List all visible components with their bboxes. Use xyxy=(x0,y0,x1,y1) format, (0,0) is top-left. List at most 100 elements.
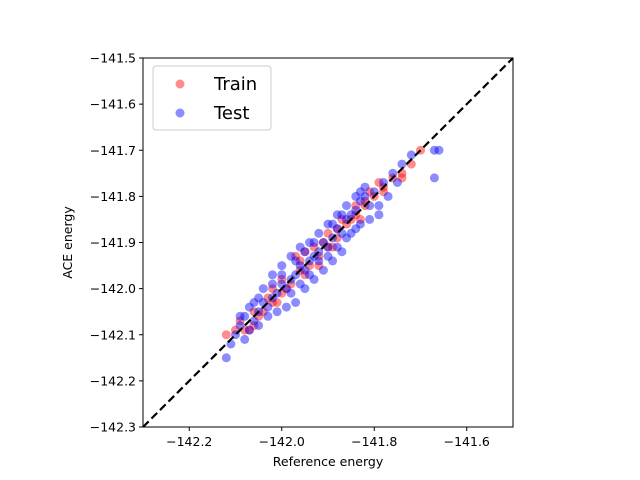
point-train-2 xyxy=(240,325,250,335)
point-test-82 xyxy=(323,219,333,229)
point-train-43 xyxy=(244,325,254,335)
point-test-38 xyxy=(434,145,444,155)
point-test-52 xyxy=(235,311,245,321)
y-tick-label-4: −141.9 xyxy=(90,235,136,250)
point-train-49 xyxy=(268,284,277,294)
y-tick-label-8: −141.5 xyxy=(90,51,136,66)
point-train-4 xyxy=(258,307,268,317)
point-train-0 xyxy=(221,330,231,340)
point-test-77 xyxy=(277,261,287,271)
point-test-71 xyxy=(332,242,342,252)
point-test-73 xyxy=(351,224,361,234)
point-test-0 xyxy=(221,353,231,363)
point-test-50 xyxy=(254,293,264,303)
point-test-46 xyxy=(300,247,310,257)
point-test-75 xyxy=(258,284,268,294)
point-test-80 xyxy=(305,238,314,247)
y-axis-ticks: −142.3 −142.2 −142.1 −142.0 −141.9 −141.8 −141… xyxy=(90,51,143,435)
point-test-48 xyxy=(277,270,287,280)
point-test-3 xyxy=(240,311,250,321)
x-axis-label: Reference energy xyxy=(273,454,384,469)
y-tick-label-1: −142.2 xyxy=(90,373,136,388)
point-test-37 xyxy=(429,145,439,155)
point-test-53 xyxy=(281,302,291,312)
point-test-42 xyxy=(355,187,365,197)
point-test-43 xyxy=(337,210,347,220)
point-test-45 xyxy=(309,238,319,247)
point-train-38 xyxy=(365,187,375,197)
point-train-3 xyxy=(249,321,259,330)
point-test-49 xyxy=(268,279,277,289)
point-test-83 xyxy=(332,210,342,220)
point-test-16 xyxy=(300,265,310,275)
point-train-33 xyxy=(235,316,245,326)
legend: Train Test xyxy=(152,65,272,131)
y-tick-label-7: −141.6 xyxy=(90,97,136,112)
point-train-42 xyxy=(272,298,282,307)
point-test-85 xyxy=(351,191,361,201)
point-test-36 xyxy=(406,150,416,160)
point-train-44 xyxy=(295,256,305,266)
point-test-33 xyxy=(388,168,398,178)
x-tick-label-0: −142.2 xyxy=(166,434,212,449)
y-tick-label-2: −142.1 xyxy=(90,327,136,342)
point-test-64 xyxy=(263,311,273,321)
point-test-39 xyxy=(429,173,439,183)
point-train-22 xyxy=(397,173,407,183)
point-test-35 xyxy=(397,159,407,169)
point-test-89 xyxy=(254,321,264,330)
point-test-51 xyxy=(244,302,254,312)
point-test-70 xyxy=(323,251,333,261)
point-test-61 xyxy=(355,219,365,229)
point-test-74 xyxy=(249,298,259,307)
legend-label-test: Test xyxy=(213,103,249,124)
point-test-2 xyxy=(235,321,245,330)
point-test-69 xyxy=(314,256,324,266)
point-train-37 xyxy=(337,214,347,224)
point-test-26 xyxy=(346,210,356,220)
point-test-65 xyxy=(272,307,282,317)
point-test-60 xyxy=(346,228,356,238)
point-test-34 xyxy=(392,178,402,187)
point-test-62 xyxy=(365,214,375,224)
point-train-45 xyxy=(323,228,333,238)
point-test-28 xyxy=(355,196,365,206)
point-test-66 xyxy=(286,288,296,298)
x-tick-label-3: −141.6 xyxy=(444,434,490,449)
legend-label-train: Train xyxy=(213,74,257,95)
reference-line xyxy=(142,57,514,428)
y-tick-label-0: −142.3 xyxy=(90,420,136,435)
point-test-5 xyxy=(249,316,259,326)
legend-marker-test xyxy=(175,108,185,118)
point-train-41 xyxy=(300,270,310,280)
point-test-86 xyxy=(360,182,370,192)
point-test-4 xyxy=(244,325,254,335)
point-test-68 xyxy=(305,270,314,280)
point-test-79 xyxy=(295,242,305,252)
x-tick-label-1: −142.0 xyxy=(259,434,305,449)
point-train-36 xyxy=(309,242,319,252)
point-train-30 xyxy=(277,274,287,284)
point-train-28 xyxy=(300,247,310,257)
point-train-40 xyxy=(328,242,338,252)
point-test-72 xyxy=(342,233,351,243)
point-test-44 xyxy=(328,219,338,229)
point-test-29 xyxy=(360,191,370,201)
point-test-63 xyxy=(374,210,384,220)
point-test-56 xyxy=(309,274,319,284)
point-test-67 xyxy=(295,279,305,289)
point-test-15 xyxy=(295,261,305,271)
y-axis-label: ACE energy xyxy=(60,206,75,279)
legend-box xyxy=(152,65,272,131)
y-tick-label-3: −142.0 xyxy=(90,281,136,296)
y-tick-label-6: −141.7 xyxy=(90,143,136,158)
point-test-81 xyxy=(314,228,324,238)
point-test-78 xyxy=(286,251,296,261)
y-tick-label-5: −141.8 xyxy=(90,189,136,204)
point-test-84 xyxy=(342,201,351,211)
x-tick-label-2: −141.8 xyxy=(351,434,397,449)
point-train-31 xyxy=(263,293,273,303)
point-test-87 xyxy=(240,334,250,344)
